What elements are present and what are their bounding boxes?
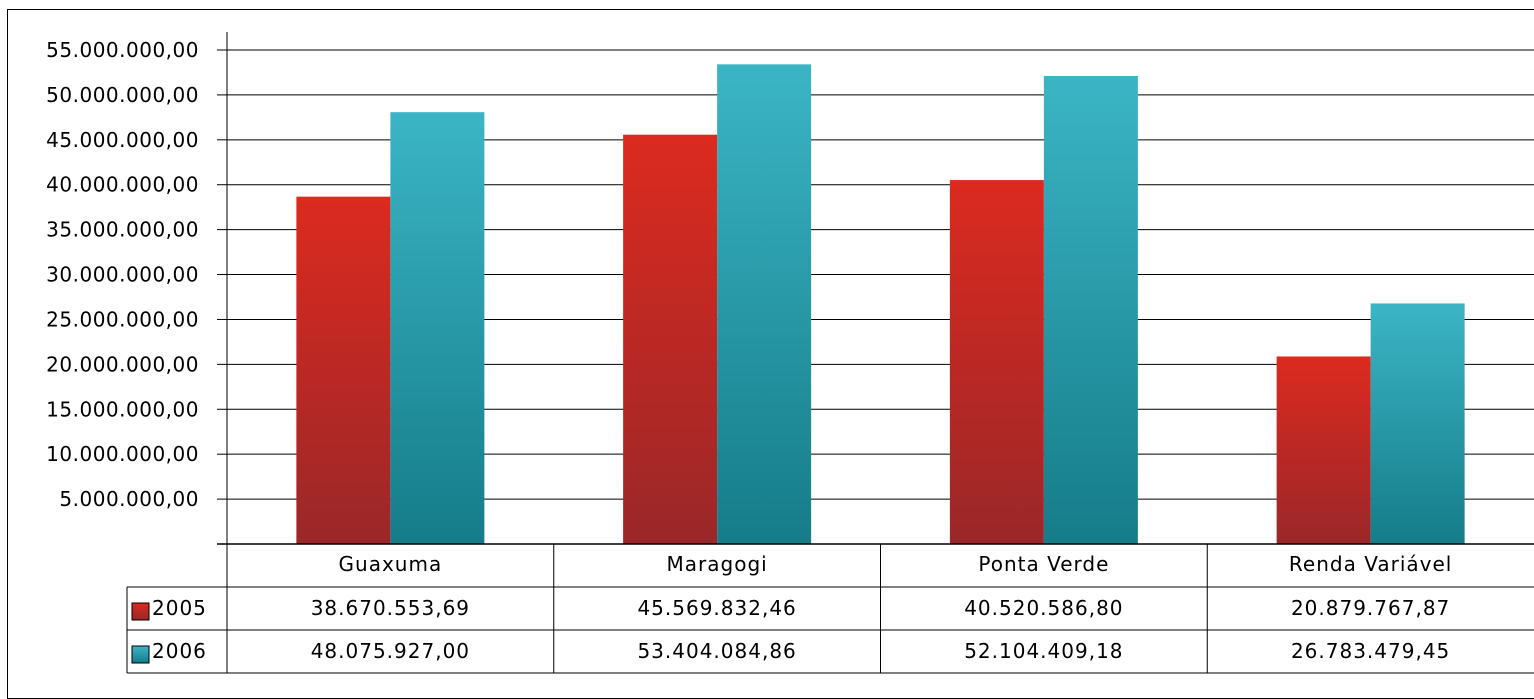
y-tick-label: 25.000.000,00 <box>46 307 199 331</box>
y-tick-label: 10.000.000,00 <box>46 442 199 466</box>
y-tick-labels: 5.000.000,00 10.000.000,00 15.000.000,00 20… <box>46 38 199 511</box>
category-label: Guaxuma <box>339 552 443 576</box>
data-label: 52.104.409,18 <box>964 639 1123 663</box>
bar-2006-1 <box>717 64 812 544</box>
y-tick-label: 55.000.000,00 <box>46 38 199 62</box>
y-tick-label: 15.000.000,00 <box>46 397 199 421</box>
data-table: Guaxuma Maragogi Ponta Verde Renda Variável… <box>126 544 1534 674</box>
data-label: 53.404.084,86 <box>637 639 796 663</box>
legend-label-2005: 2005 <box>152 596 207 620</box>
axes <box>217 32 1534 545</box>
category-label: Renda Variável <box>1289 552 1452 576</box>
y-tick-label: 50.000.000,00 <box>46 83 199 107</box>
bar-2005-2 <box>949 180 1044 544</box>
bar-2005-1 <box>623 134 718 544</box>
y-tick-label: 40.000.000,00 <box>46 173 199 197</box>
legend-key-2006 <box>131 645 150 664</box>
bar-2006-3 <box>1370 303 1465 544</box>
category-label: Maragogi <box>667 552 768 576</box>
data-label: 40.520.586,80 <box>964 596 1123 620</box>
bar-2005-3 <box>1276 356 1371 544</box>
y-tick-label: 35.000.000,00 <box>46 218 199 242</box>
category-label: Ponta Verde <box>978 552 1109 576</box>
legend-key-2005 <box>131 602 150 621</box>
bar-2005-0 <box>296 196 391 544</box>
data-label: 38.670.553,69 <box>311 596 470 620</box>
data-label: 20.879.767,87 <box>1291 596 1450 620</box>
bar-2006-2 <box>1043 76 1138 545</box>
data-label: 48.075.927,00 <box>311 639 470 663</box>
y-tick-label: 5.000.000,00 <box>59 487 199 511</box>
legend-label-2006: 2006 <box>152 639 207 663</box>
data-label: 26.783.479,45 <box>1291 639 1450 663</box>
y-tick-label: 45.000.000,00 <box>46 128 199 152</box>
data-label: 45.569.832,46 <box>637 596 796 620</box>
y-tick-label: 30.000.000,00 <box>46 263 199 287</box>
bars <box>296 64 1465 545</box>
bar-2006-0 <box>390 112 485 544</box>
y-tick-label: 20.000.000,00 <box>46 352 199 376</box>
